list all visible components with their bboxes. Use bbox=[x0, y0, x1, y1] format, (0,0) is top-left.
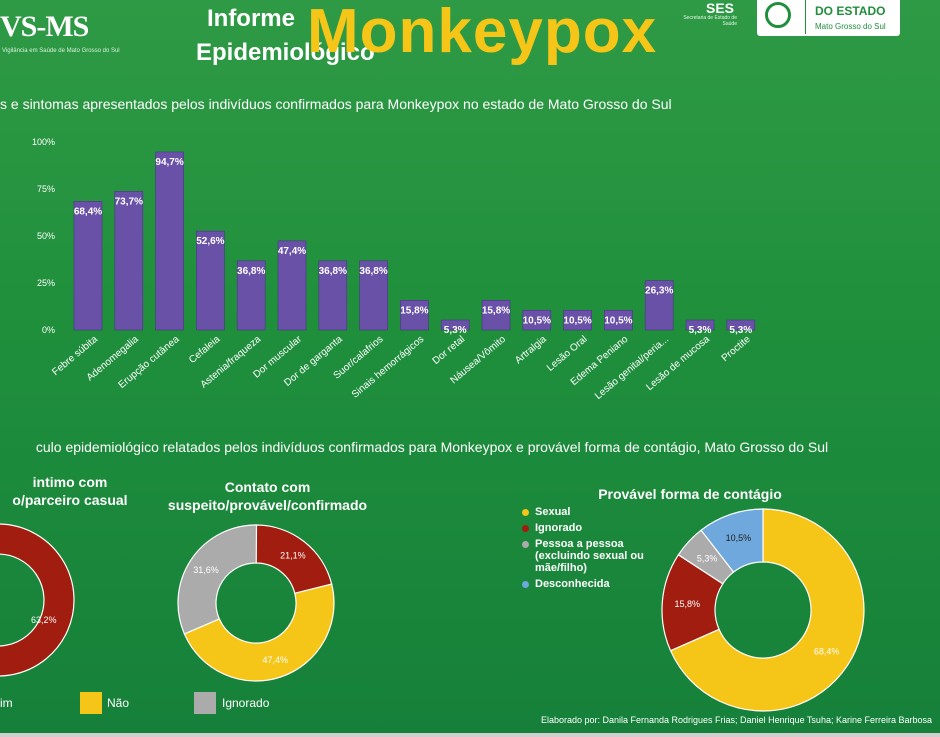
legend-swatch-ignorado bbox=[194, 692, 216, 714]
donut-value-label: 5,3% bbox=[697, 553, 718, 563]
legend-dot-sexual bbox=[522, 509, 529, 516]
bar bbox=[277, 240, 307, 331]
donut-slice bbox=[669, 508, 865, 712]
legend-label-sim-partial: im bbox=[0, 696, 13, 710]
symptoms-bar-chart: 0%25%50%75%100%68,4%Febre súbita73,7%Ade… bbox=[32, 137, 756, 336]
legend-label-pessoa: Pessoa a pessoa (excluindo sexual ou mãe… bbox=[535, 538, 644, 574]
pie1-title-line-1: intimo com bbox=[32, 474, 108, 490]
legend-item-ignorado: Ignorado bbox=[522, 522, 650, 534]
state-crest-icon bbox=[765, 2, 791, 28]
bar bbox=[400, 299, 429, 331]
gov-logo-line-2: DO ESTADO bbox=[815, 4, 886, 18]
bar-value-label: 47,4% bbox=[278, 246, 306, 257]
donut-value-label: 47,4% bbox=[262, 655, 288, 665]
legend-label-ignorado-bottom: Ignorado bbox=[222, 696, 270, 710]
government-logo: DO ESTADO Mato Grosso do Sul bbox=[757, 0, 900, 36]
y-tick-label: 0% bbox=[42, 325, 55, 335]
bottom-border bbox=[0, 733, 940, 737]
pie1-title: intimo com o/parceiro casual bbox=[0, 473, 140, 509]
donut-value-label: 31,6% bbox=[193, 565, 219, 575]
donut-slice bbox=[0, 523, 75, 677]
logo-vs-ms: VS-MS bbox=[0, 10, 89, 43]
pie2-title-line-1: Contato com bbox=[224, 479, 311, 495]
ses-subtitle: Secretaria de Estado de Saúde bbox=[683, 15, 737, 27]
donut-slice bbox=[183, 583, 335, 682]
legend-dot-desconhecida bbox=[522, 581, 529, 588]
legend-label-nao: Não bbox=[107, 696, 130, 710]
bar bbox=[155, 151, 184, 331]
pie3-title: Provável forma de contágio bbox=[598, 486, 782, 502]
donut-value-label: 10,5% bbox=[726, 533, 752, 543]
legend-dot-pessoa bbox=[522, 541, 529, 548]
logo-vs-ms-subtitle: Vigilância em Saúde de Mato Grosso do Su… bbox=[2, 48, 120, 54]
bar bbox=[644, 280, 674, 331]
bar-value-label: 5,3% bbox=[689, 325, 712, 336]
bar bbox=[563, 309, 592, 331]
bar bbox=[440, 319, 470, 331]
donut-value-label: 15,8% bbox=[674, 599, 700, 609]
bar-value-label: 52,6% bbox=[196, 236, 224, 247]
bar-value-label: 36,8% bbox=[237, 266, 265, 277]
bar-value-label: 94,7% bbox=[155, 157, 183, 168]
epidemiological-section-title: culo epidemiológico relatados pelos indi… bbox=[35, 439, 829, 455]
bar bbox=[481, 299, 511, 331]
ses-logo: SES bbox=[706, 0, 735, 16]
y-tick-label: 50% bbox=[37, 231, 55, 241]
donut-slice bbox=[700, 508, 764, 573]
donut-value-label: 63,2% bbox=[31, 615, 57, 625]
legend-item-desconhecida: Desconhecida bbox=[522, 578, 650, 590]
bar bbox=[604, 309, 633, 331]
bar bbox=[114, 191, 144, 331]
gov-logo-line-3: Mato Grosso do Sul bbox=[815, 22, 886, 31]
bar bbox=[359, 260, 388, 331]
legend-dot-ignorado bbox=[522, 525, 529, 532]
donut-value-label: 21,1% bbox=[280, 551, 306, 561]
bar-value-label: 26,3% bbox=[645, 286, 673, 297]
legend-label-sexual: Sexual bbox=[535, 506, 571, 518]
legend-item-pessoa: Pessoa a pessoa (excluindo sexual ou mãe… bbox=[522, 538, 650, 574]
bar bbox=[685, 319, 715, 331]
symptoms-chart-title: s e sintomas apresentados pelos indivídu… bbox=[0, 96, 672, 112]
legend-label-desconhecida: Desconhecida bbox=[535, 578, 610, 590]
y-tick-label: 25% bbox=[37, 278, 55, 288]
bar-value-label: 36,8% bbox=[359, 266, 387, 277]
bar bbox=[522, 309, 552, 331]
bar-value-label: 36,8% bbox=[319, 266, 347, 277]
bar-value-label: 5,3% bbox=[444, 325, 467, 336]
bar bbox=[196, 230, 225, 331]
logo-divider bbox=[805, 0, 806, 34]
bar bbox=[726, 319, 756, 331]
informe-line-1: Informe bbox=[206, 5, 295, 32]
bar-value-label: 10,5% bbox=[604, 315, 632, 326]
donut-value-label: 68,4% bbox=[814, 647, 840, 657]
bar bbox=[318, 260, 348, 331]
contagion-legend: Sexual Ignorado Pessoa a pessoa (excluin… bbox=[522, 506, 650, 594]
y-tick-label: 100% bbox=[32, 137, 55, 147]
legend-item-sexual: Sexual bbox=[522, 506, 650, 518]
bar bbox=[236, 260, 266, 331]
credit-text: Elaborado por: Danila Fernanda Rodrigues… bbox=[540, 715, 932, 725]
bar bbox=[73, 201, 103, 331]
pie2-title: Contato com suspeito/provável/confirmado bbox=[150, 478, 385, 514]
bar-value-label: 15,8% bbox=[482, 305, 510, 316]
donut-slice bbox=[177, 524, 258, 635]
bar-value-label: 10,5% bbox=[523, 315, 551, 326]
bar-value-label: 5,3% bbox=[729, 325, 752, 336]
bar-value-label: 73,7% bbox=[115, 196, 143, 207]
pie2-title-line-2: suspeito/provável/confirmado bbox=[167, 497, 368, 513]
bar-value-label: 68,4% bbox=[74, 206, 102, 217]
bar-value-label: 10,5% bbox=[563, 315, 591, 326]
legend-swatch-nao bbox=[80, 692, 102, 714]
page-title: Monkeypox bbox=[307, 0, 658, 66]
pie1-title-line-2: o/parceiro casual bbox=[12, 492, 128, 508]
y-tick-label: 75% bbox=[37, 184, 55, 194]
bar-value-label: 15,8% bbox=[400, 305, 428, 316]
legend-label-ignorado: Ignorado bbox=[535, 522, 583, 534]
